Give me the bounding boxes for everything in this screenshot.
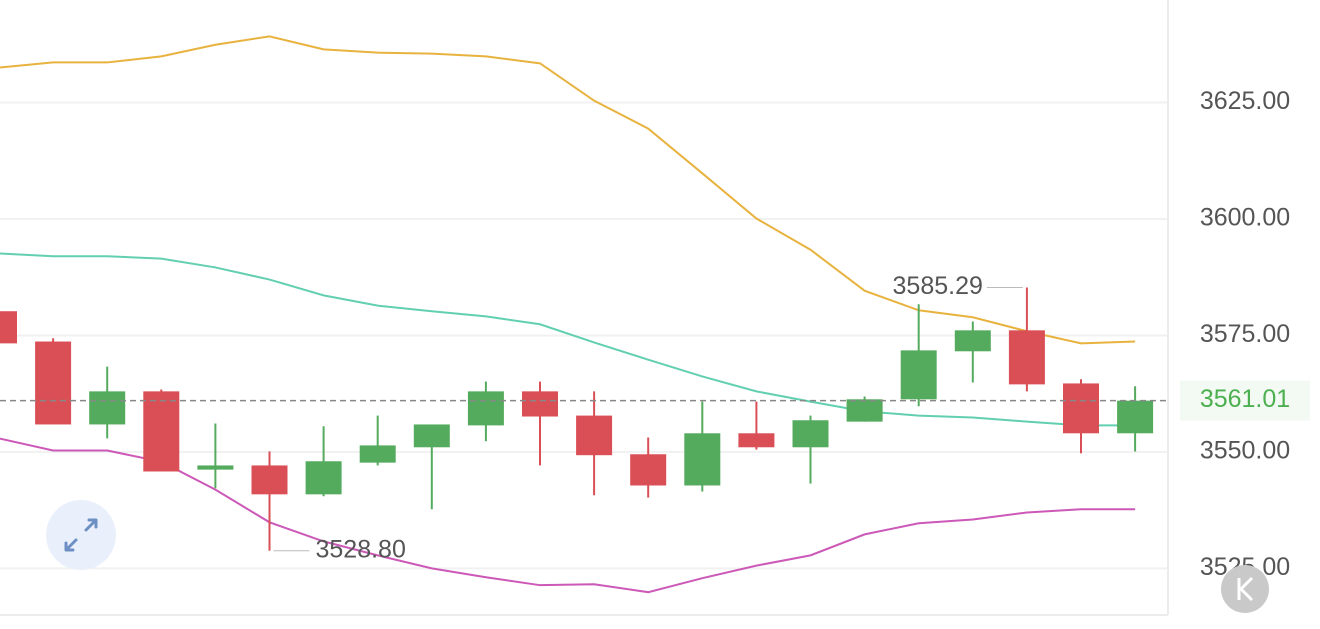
y-tick-label: 3575.00	[1200, 320, 1290, 348]
candle-body	[0, 311, 17, 344]
candle-body	[900, 350, 937, 400]
candle-body	[251, 465, 288, 495]
band-line	[0, 252, 1136, 427]
expand-button[interactable]	[46, 500, 116, 570]
plot-area	[0, 35, 1168, 594]
candle-body	[305, 461, 342, 495]
candle-body	[1008, 330, 1045, 385]
last-price-label: 3561.01	[1200, 385, 1290, 413]
candle-body	[1117, 400, 1154, 434]
candle-body	[89, 391, 126, 425]
candle-body	[35, 341, 72, 425]
candle-body	[684, 433, 721, 486]
candle-body	[630, 454, 667, 486]
candle-body	[738, 433, 775, 448]
candle-body	[359, 445, 396, 463]
band-line	[0, 437, 1136, 594]
annotation-label: 3528.80	[316, 535, 406, 563]
candle-body	[197, 465, 234, 470]
y-tick-label: 3600.00	[1200, 204, 1290, 232]
candle-body	[467, 391, 504, 426]
candle-body	[522, 391, 558, 417]
last-price-box	[1180, 380, 1310, 421]
candle-body	[846, 399, 883, 422]
grid	[0, 101, 1168, 570]
k-button[interactable]	[1221, 565, 1269, 613]
y-tick-label: 3625.00	[1200, 87, 1290, 115]
y-tick-label: 3550.00	[1200, 437, 1290, 465]
annotation-label: 3585.29	[893, 272, 983, 300]
candle-body	[576, 415, 613, 456]
candle-body	[1063, 383, 1099, 434]
candle-body	[792, 420, 829, 448]
candle-body	[143, 391, 180, 472]
candle-body	[413, 424, 450, 448]
band-line	[0, 35, 1136, 345]
candle-body	[954, 330, 991, 352]
